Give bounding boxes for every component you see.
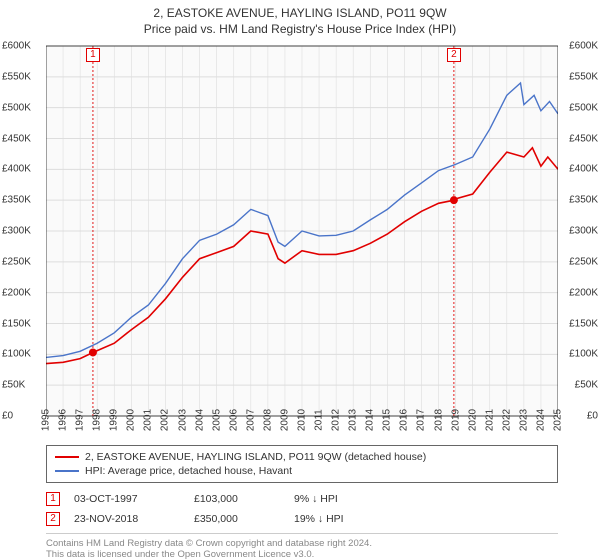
x-tick-label: 2016 <box>399 409 410 431</box>
x-tick-label: 2018 <box>433 409 444 431</box>
legend: 2, EASTOKE AVENUE, HAYLING ISLAND, PO11 … <box>46 445 558 483</box>
transaction-date: 03-OCT-1997 <box>74 493 194 505</box>
x-tick-label: 2004 <box>194 409 205 431</box>
x-tick-label: 2010 <box>297 409 308 431</box>
y-tick-label-right: £350K <box>569 195 598 206</box>
title-line1: 2, EASTOKE AVENUE, HAYLING ISLAND, PO11 … <box>0 6 600 20</box>
x-tick-label: 2024 <box>535 409 546 431</box>
y-tick-label: £150K <box>2 318 31 329</box>
y-tick-label-right: £150K <box>569 318 598 329</box>
chart-area: £0 £0 £50K £50K £100K £100K £150K £150K £200K £20… <box>0 40 600 420</box>
transaction-date: 23-NOV-2018 <box>74 513 194 525</box>
chart-marker-label: 2 <box>447 48 461 62</box>
y-tick-label-right: £450K <box>569 133 598 144</box>
y-tick-label: £250K <box>2 256 31 267</box>
x-tick-label: 2020 <box>467 409 478 431</box>
x-tick-label: 1998 <box>92 409 103 431</box>
x-tick-label: 1996 <box>58 409 69 431</box>
y-tick-label-right: £300K <box>569 226 598 237</box>
transaction-price: £350,000 <box>194 513 294 525</box>
x-tick-label: 2008 <box>262 409 273 431</box>
y-tick-label-right: £600K <box>569 41 598 52</box>
legend-swatch <box>55 456 79 458</box>
x-tick-label: 2003 <box>177 409 188 431</box>
y-tick-label-right: £400K <box>569 164 598 175</box>
transaction-pct: 9% ↓ HPI <box>294 493 414 505</box>
x-tick-label: 2000 <box>126 409 137 431</box>
footnote-line2: This data is licensed under the Open Gov… <box>46 549 558 560</box>
y-tick-label: £300K <box>2 226 31 237</box>
x-tick-label: 2023 <box>518 409 529 431</box>
transaction-marker: 1 <box>46 492 60 506</box>
chart-svg <box>46 40 558 420</box>
transaction-pct: 19% ↓ HPI <box>294 513 414 525</box>
x-tick-label: 2011 <box>314 409 325 431</box>
y-tick-label: £350K <box>2 195 31 206</box>
footnote: Contains HM Land Registry data © Crown c… <box>46 533 558 560</box>
x-tick-label: 2006 <box>228 409 239 431</box>
chart-marker-label: 1 <box>86 48 100 62</box>
legend-swatch <box>55 470 79 472</box>
footnote-line1: Contains HM Land Registry data © Crown c… <box>46 538 558 549</box>
title-line2: Price paid vs. HM Land Registry's House … <box>0 22 600 36</box>
y-tick-label: £0 <box>2 411 13 422</box>
y-tick-label-right: £550K <box>569 71 598 82</box>
x-tick-label: 2012 <box>331 409 342 431</box>
x-tick-label: 2009 <box>279 409 290 431</box>
table-row: 2 23-NOV-2018 £350,000 19% ↓ HPI <box>46 509 558 529</box>
x-tick-label: 2015 <box>382 409 393 431</box>
x-tick-label: 1997 <box>75 409 86 431</box>
legend-row: 2, EASTOKE AVENUE, HAYLING ISLAND, PO11 … <box>55 450 549 464</box>
transaction-price: £103,000 <box>194 493 294 505</box>
x-tick-label: 2001 <box>143 409 154 431</box>
y-tick-label: £100K <box>2 349 31 360</box>
x-tick-label: 2013 <box>348 409 359 431</box>
y-tick-label-right: £500K <box>569 102 598 113</box>
x-tick-label: 2017 <box>416 409 427 431</box>
table-row: 1 03-OCT-1997 £103,000 9% ↓ HPI <box>46 489 558 509</box>
y-tick-label: £600K <box>2 41 31 52</box>
y-tick-label-right: £200K <box>569 287 598 298</box>
x-tick-label: 1999 <box>109 409 120 431</box>
x-tick-label: 2007 <box>245 409 256 431</box>
y-tick-label: £500K <box>2 102 31 113</box>
transaction-marker: 2 <box>46 512 60 526</box>
y-tick-label: £450K <box>2 133 31 144</box>
transaction-table: 1 03-OCT-1997 £103,000 9% ↓ HPI 2 23-NOV… <box>46 489 558 529</box>
y-tick-label-right: £100K <box>569 349 598 360</box>
y-tick-label: £50K <box>2 380 25 391</box>
x-axis-ticks: 1995199619971998199920002001200220032004… <box>46 420 558 441</box>
y-tick-label-right: £0 <box>587 411 598 422</box>
x-tick-label: 2005 <box>211 409 222 431</box>
x-tick-label: 2022 <box>501 409 512 431</box>
x-tick-label: 2014 <box>365 409 376 431</box>
y-tick-label: £200K <box>2 287 31 298</box>
x-tick-label: 2021 <box>484 409 495 431</box>
x-tick-label: 2019 <box>450 409 461 431</box>
x-tick-label: 2025 <box>553 409 564 431</box>
chart-title: 2, EASTOKE AVENUE, HAYLING ISLAND, PO11 … <box>0 0 600 40</box>
legend-label: 2, EASTOKE AVENUE, HAYLING ISLAND, PO11 … <box>85 451 426 463</box>
legend-row: HPI: Average price, detached house, Hava… <box>55 464 549 478</box>
x-tick-label: 2002 <box>160 409 171 431</box>
y-tick-label: £400K <box>2 164 31 175</box>
legend-label: HPI: Average price, detached house, Hava… <box>85 465 292 477</box>
y-tick-label: £550K <box>2 71 31 82</box>
y-tick-label-right: £250K <box>569 256 598 267</box>
x-tick-label: 1995 <box>41 409 52 431</box>
y-tick-label-right: £50K <box>575 380 598 391</box>
